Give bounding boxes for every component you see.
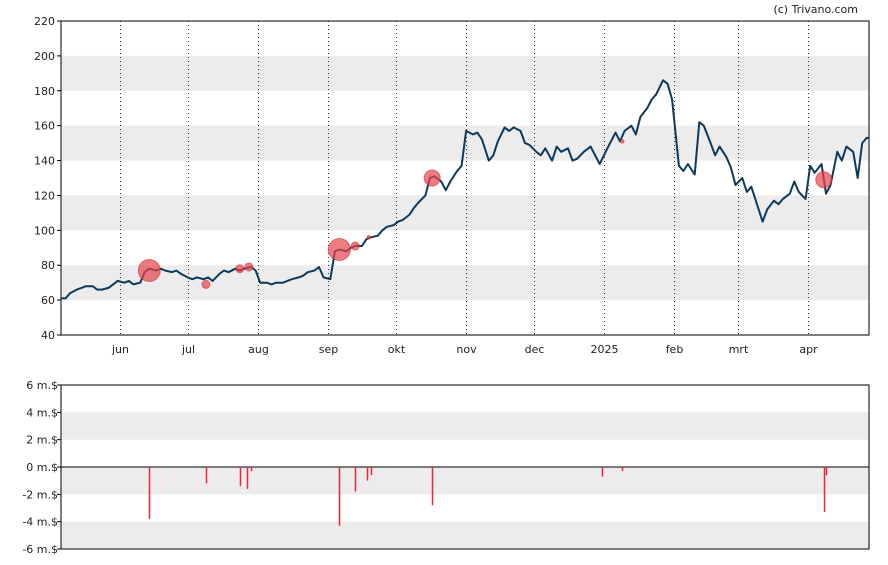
- price-panel: jun jul aug sep okt nov dec 2025 feb mrt apr 40 60 80…: [34, 15, 870, 356]
- x-tick-label: nov: [456, 343, 477, 356]
- price-plot-frame: [60, 20, 870, 336]
- price-band: [61, 55, 869, 91]
- x-tick-label: jun: [111, 343, 129, 356]
- x-tick-label: 2025: [591, 343, 619, 356]
- y-tick-label: 60: [41, 294, 55, 307]
- x-tick-label: okt: [388, 343, 406, 356]
- volume-y-tick-label: -2 m.$: [22, 488, 58, 501]
- y-tick-label: 140: [34, 155, 55, 168]
- volume-y-tick-label: 2 m.$: [26, 434, 58, 447]
- y-tick-label: 100: [34, 224, 55, 237]
- y-tick-label: 180: [34, 85, 55, 98]
- trade-marker: [423, 169, 441, 187]
- trade-marker: [327, 238, 351, 262]
- trade-marker: [619, 139, 625, 144]
- x-tick-label: apr: [799, 343, 818, 356]
- credit-label: (c) Trivano.com: [773, 3, 858, 16]
- volume-band: [61, 521, 869, 549]
- trade-marker: [137, 258, 161, 282]
- volume-y-tick-label: 6 m.$: [26, 379, 58, 392]
- price-band: [61, 195, 869, 231]
- volume-band: [61, 412, 869, 440]
- y-tick-label: 120: [34, 189, 55, 202]
- volume-band: [61, 467, 869, 495]
- trade-marker: [815, 171, 833, 189]
- x-tick-label: aug: [248, 343, 269, 356]
- price-band: [61, 265, 869, 301]
- x-tick-label: feb: [666, 343, 684, 356]
- x-tick-label: sep: [319, 343, 338, 356]
- y-tick-label: 200: [34, 50, 55, 63]
- trade-marker: [201, 279, 211, 289]
- x-tick-label: dec: [525, 343, 545, 356]
- volume-y-tick-label: 0 m.$: [26, 461, 58, 474]
- volume-panel: 6 m.$ 4 m.$ 2 m.$ 0 m.$ -2 m.$ -4 m.$ -6 m.$: [22, 379, 870, 556]
- price-line: [61, 79, 869, 300]
- trade-marker: [366, 235, 372, 240]
- x-tick-label: jul: [181, 343, 195, 356]
- volume-y-tick-label: -4 m.$: [22, 516, 58, 529]
- trade-marker: [350, 241, 360, 251]
- x-tick-label: mrt: [729, 343, 749, 356]
- volume-plot-frame: [60, 384, 870, 550]
- volume-y-tick-label: 4 m.$: [26, 406, 58, 419]
- volume-y-tick-label: -6 m.$: [22, 543, 58, 556]
- trade-marker: [235, 264, 245, 274]
- y-tick-label: 40: [41, 329, 55, 342]
- trade-marker: [244, 262, 254, 272]
- y-tick-label: 220: [34, 15, 55, 28]
- y-tick-label: 80: [41, 259, 55, 272]
- y-tick-label: 160: [34, 120, 55, 133]
